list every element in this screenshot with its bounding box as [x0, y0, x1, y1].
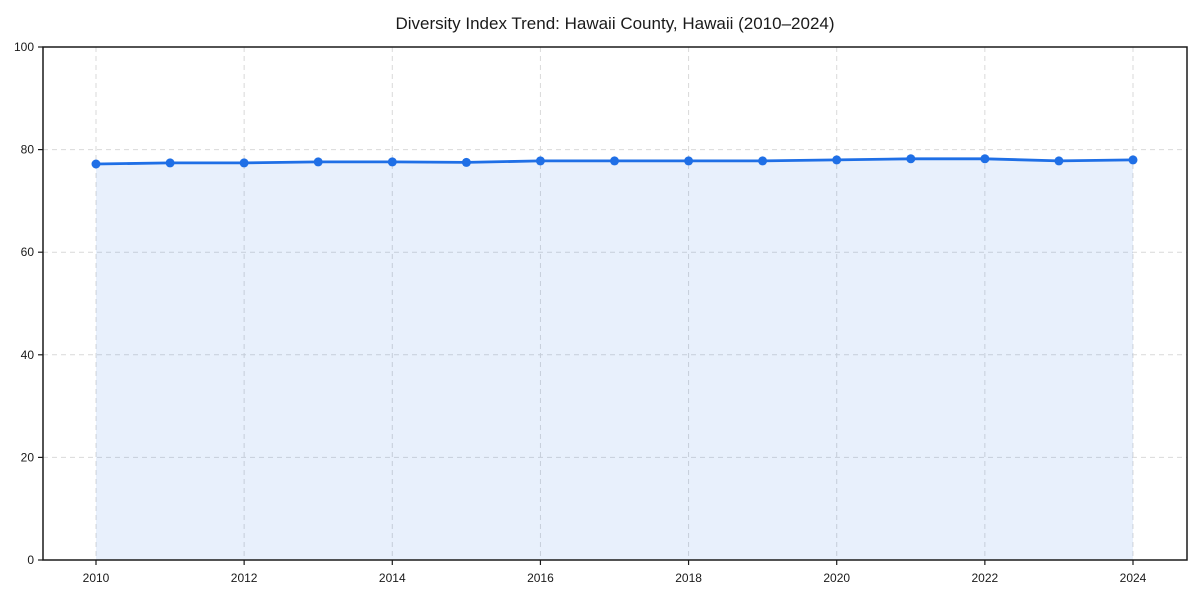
- area-fill-layer: [96, 158, 1133, 561]
- y-tick-label: 100: [14, 40, 34, 54]
- data-point-2019: [758, 156, 768, 166]
- x-tick-label: 2010: [83, 571, 110, 585]
- data-point-2021: [906, 154, 916, 164]
- data-point-2022: [980, 154, 990, 164]
- data-point-2023: [1054, 156, 1064, 166]
- data-point-2010: [91, 159, 101, 169]
- y-tick-label: 20: [21, 450, 35, 464]
- data-points-layer: [91, 154, 1138, 169]
- data-point-2020: [832, 155, 842, 165]
- x-tick-label: 2014: [379, 571, 406, 585]
- x-tick-label: 2016: [527, 571, 554, 585]
- axes-layer: [38, 46, 1188, 565]
- x-tick-label: 2018: [675, 571, 702, 585]
- y-tick-label: 80: [21, 143, 35, 157]
- data-point-2013: [313, 157, 323, 167]
- data-point-2024: [1128, 155, 1138, 165]
- plot-frame: [42, 46, 1188, 561]
- chart-title: Diversity Index Trend: Hawaii County, Ha…: [395, 14, 834, 33]
- y-tick-label: 0: [27, 553, 34, 567]
- x-tick-label: 2020: [823, 571, 850, 585]
- data-point-2018: [684, 156, 694, 166]
- data-point-2011: [165, 158, 175, 168]
- area-fill: [96, 158, 1133, 561]
- y-tick-label: 40: [21, 348, 35, 362]
- x-tick-label: 2024: [1120, 571, 1147, 585]
- data-point-2016: [535, 156, 545, 166]
- data-point-2015: [461, 157, 471, 167]
- data-point-2014: [387, 157, 397, 167]
- y-tick-label: 60: [21, 245, 35, 259]
- x-tick-label: 2022: [972, 571, 999, 585]
- x-tick-label: 2012: [231, 571, 258, 585]
- data-point-2012: [239, 158, 249, 168]
- tick-labels-layer: 0 20 40 60 80 100 2010 2012 2014 2016 2018 2020 2022…: [14, 40, 1147, 585]
- gridlines: [43, 47, 1187, 560]
- data-point-2017: [610, 156, 619, 166]
